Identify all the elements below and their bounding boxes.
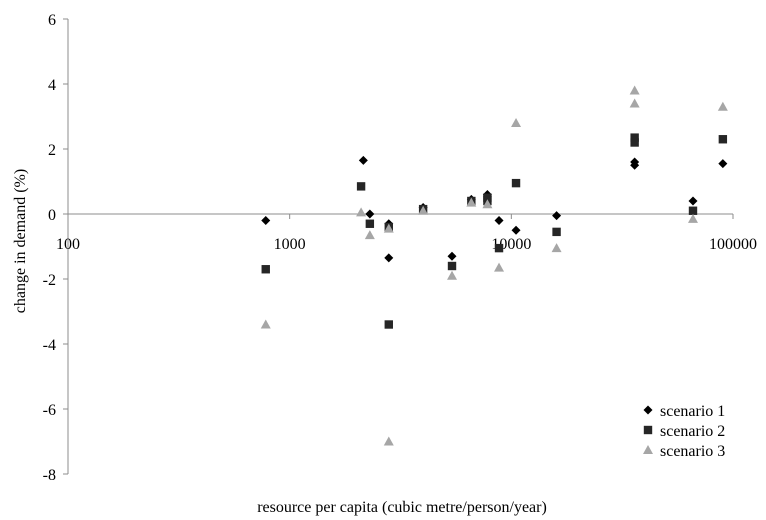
series-3-point (511, 118, 522, 127)
y-tick-label: 0 (48, 207, 56, 224)
series-1-point (688, 196, 698, 206)
x-axis-title: resource per capita (cubic metre/person/… (257, 499, 547, 516)
series-1-point (630, 160, 640, 170)
series-2-point (494, 243, 504, 253)
series-3-point (447, 270, 458, 280)
series-2-point (718, 135, 728, 144)
series-3-point (551, 243, 562, 253)
series-3-point (260, 319, 271, 329)
series-2-point (511, 178, 521, 188)
series-3-point (356, 207, 367, 217)
legend-label-1: scenario 1 (660, 403, 725, 420)
series-2-point (483, 193, 492, 202)
series-1-point (494, 216, 504, 225)
series-1-point (511, 225, 521, 235)
legend: scenario 1 scenario 2 scenario 3 (643, 403, 725, 460)
series-3-point (629, 85, 640, 95)
y-tick-label: -6 (43, 402, 56, 419)
y-tick-label: 4 (48, 77, 56, 94)
series-1-point (552, 211, 562, 221)
series-3-point (717, 101, 728, 111)
series-2-points (261, 133, 728, 329)
series-2-point (552, 227, 561, 237)
y-tick-label: -8 (43, 467, 56, 484)
legend-marker-1 (643, 405, 653, 415)
series-1-point (365, 209, 375, 219)
legend-label-2: scenario 2 (660, 423, 725, 440)
series-2-point (630, 133, 639, 142)
series-2-point (261, 265, 270, 274)
x-axis: 100 1000 10000 100000 (56, 213, 757, 253)
y-axis-title: change in demand (%) (12, 169, 29, 313)
y-tick-label: -4 (43, 337, 56, 354)
y-tick-label: 2 (48, 142, 56, 159)
series-3-point (383, 436, 394, 446)
series-2-point (384, 320, 393, 329)
series-1-point (447, 251, 457, 261)
y-tick-label: -2 (43, 272, 56, 289)
series-3-point (383, 223, 394, 233)
series-3-point (687, 213, 698, 223)
series-3-point (364, 230, 375, 240)
y-tick-label: 6 (48, 12, 56, 29)
series-3-point (629, 98, 640, 108)
x-tick-label: 100 (56, 236, 80, 253)
series-3-point (494, 262, 505, 272)
series-3-point (418, 205, 429, 215)
series-1-point (358, 155, 368, 165)
data-points (260, 85, 728, 446)
legend-marker-2 (643, 425, 653, 435)
series-3-points (260, 85, 728, 446)
legend-marker-3 (643, 445, 653, 454)
series-1-point (261, 216, 271, 225)
x-tick-label: 100000 (709, 236, 757, 253)
series-3-point (466, 197, 477, 207)
x-tick-label: 1000 (274, 236, 306, 253)
series-2-point (356, 182, 366, 191)
series-3-point (482, 199, 493, 209)
y-axis: -8 -6 -4 -2 0 2 4 6 (43, 12, 69, 484)
series-1-point (384, 253, 394, 263)
series-2-point (630, 138, 639, 147)
legend-label-3: scenario 3 (660, 443, 725, 460)
series-2-point (688, 206, 698, 215)
series-2-point (365, 219, 375, 228)
series-1-point (718, 159, 728, 169)
series-2-point (447, 261, 457, 271)
